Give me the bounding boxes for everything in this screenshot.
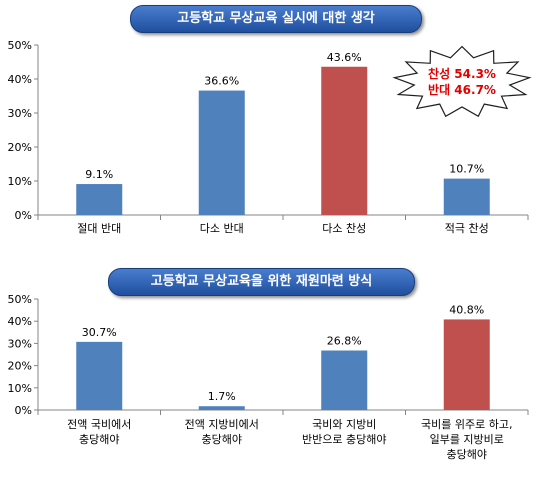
chart2-category-label: 전액 국비에서 <box>67 418 131 431</box>
chart2-category-label: 국비를 위주로 하고, <box>421 417 512 431</box>
chart1-data-label: 9.1% <box>85 168 113 181</box>
chart2-y-tick-label: 0% <box>15 404 32 417</box>
chart2-bar <box>198 406 245 410</box>
chart1-data-label: 43.6% <box>327 51 362 64</box>
chart2-data-label: 40.8% <box>449 303 484 316</box>
chart2-bar <box>321 350 368 410</box>
chart1-category-label: 적극 찬성 <box>445 221 489 235</box>
chart2-y-tick-label: 10% <box>8 382 32 395</box>
chart1-data-label: 36.6% <box>204 75 239 88</box>
chart2-category-label: 충당해야 <box>79 432 119 446</box>
chart2-title: 고등학교 무상교육을 위한 재원마련 방식 <box>108 268 415 296</box>
chart1-y-tick-label: 40% <box>8 73 32 86</box>
chart1-bar <box>76 184 123 215</box>
chart1-y-tick-label: 30% <box>8 107 32 120</box>
chart1-title: 고등학교 무상교육 실시에 대한 생각 <box>130 5 422 33</box>
chart2-y-tick-label: 50% <box>8 293 32 306</box>
chart1-bar <box>198 90 245 215</box>
chart1-category-label: 절대 반대 <box>77 222 121 235</box>
chart2-y-tick-label: 40% <box>8 315 32 328</box>
chart1-category-label: 다소 찬성 <box>322 221 366 235</box>
chart2-data-label: 26.8% <box>327 335 362 348</box>
chart2-data-label: 30.7% <box>82 326 117 339</box>
chart1-y-tick-label: 20% <box>8 141 32 154</box>
chart2-category-label: 충당해야 <box>447 447 487 461</box>
chart1-y-tick-label: 0% <box>15 209 32 222</box>
chart1-y-tick-label: 10% <box>8 175 32 188</box>
chart1-bar <box>321 66 368 215</box>
chart1-callout-text: 반대 46.7% <box>428 82 496 97</box>
chart2-y-tick-label: 30% <box>8 337 32 350</box>
chart1-callout-burst <box>392 45 532 118</box>
chart2-category-label: 반반으로 충당해야 <box>302 432 386 446</box>
chart1-data-label: 10.7% <box>449 163 484 176</box>
chart1-y-tick-label: 50% <box>8 39 32 52</box>
chart2-bar <box>76 341 123 410</box>
chart2-category-label: 충당해야 <box>202 432 242 446</box>
chart2-category-label: 일부를 지방비로 <box>430 432 504 446</box>
chart2-y-tick-label: 20% <box>8 360 32 373</box>
chart1-callout-text: 찬성 54.3% <box>428 66 496 81</box>
chart1-bar <box>443 178 490 215</box>
chart2-category-label: 전액 지방비에서 <box>185 418 259 431</box>
chart2-category-label: 국비와 지방비 <box>312 418 376 431</box>
chart2-bar <box>443 319 490 410</box>
chart1-category-label: 다소 반대 <box>200 222 244 235</box>
chart2-data-label: 1.7% <box>208 390 236 403</box>
